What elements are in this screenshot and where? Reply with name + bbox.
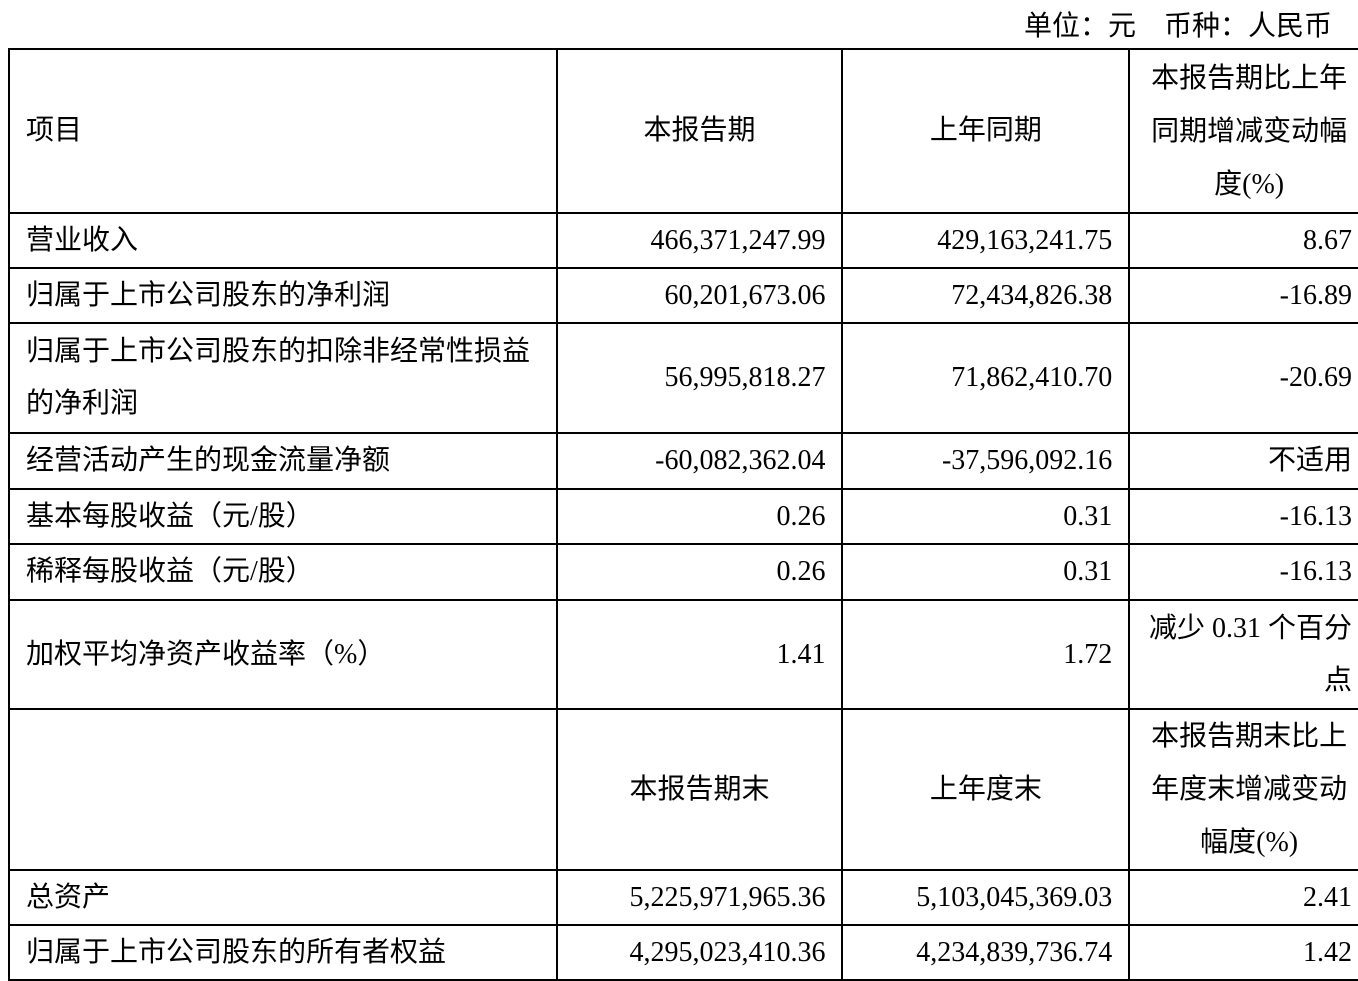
cell-change: -16.13 — [1128, 488, 1358, 545]
cell-change: 不适用 — [1128, 432, 1358, 490]
table-row: 经营活动产生的现金流量净额 -60,082,362.04 -37,596,092… — [8, 432, 1358, 490]
cell-change: 1.42 — [1128, 924, 1358, 981]
row-label: 总资产 — [8, 869, 558, 926]
cell-prior: 0.31 — [841, 543, 1131, 601]
row-label: 稀释每股收益（元/股） — [8, 543, 558, 601]
table-row: 营业收入 466,371,247.99 429,163,241.75 8.67 — [8, 212, 1358, 269]
cell-prior: 71,862,410.70 — [841, 322, 1131, 434]
cell-current: 60,201,673.06 — [555, 267, 844, 324]
row-label: 经营活动产生的现金流量净额 — [8, 432, 558, 490]
row-label: 归属于上市公司股东的净利润 — [8, 267, 558, 324]
row-label: 基本每股收益（元/股） — [8, 488, 558, 545]
header-current-period: 本报告期 — [555, 48, 844, 214]
financial-data-table: 项目 本报告期 上年同期 本报告期比上年同期增减变动幅度(%) 营业收入 466… — [8, 48, 1358, 981]
table-header-row: 项目 本报告期 上年同期 本报告期比上年同期增减变动幅度(%) — [8, 48, 1358, 214]
header-item-blank — [8, 708, 558, 871]
cell-current: 5,225,971,965.36 — [555, 869, 844, 926]
header-change-period-end: 本报告期末比上年度末增减变动幅度(%) — [1128, 708, 1358, 871]
cell-current: 56,995,818.27 — [555, 322, 844, 434]
cell-change: 8.67 — [1128, 212, 1358, 269]
cell-prior: 429,163,241.75 — [841, 212, 1131, 269]
cell-change: 减少 0.31 个百分点 — [1128, 599, 1358, 710]
cell-current: 0.26 — [555, 543, 844, 601]
cell-prior: 0.31 — [841, 488, 1131, 545]
cell-current: 1.41 — [555, 599, 844, 710]
table-row: 归属于上市公司股东的扣除非经常性损益的净利润 56,995,818.27 71,… — [8, 322, 1358, 434]
unit-currency-note: 单位：元 币种：人民币 — [1023, 11, 1332, 42]
cell-prior: 72,434,826.38 — [841, 267, 1131, 324]
header-change: 本报告期比上年同期增减变动幅度(%) — [1128, 48, 1358, 214]
cell-prior: 4,234,839,736.74 — [841, 924, 1131, 981]
cell-prior: 1.72 — [841, 599, 1131, 710]
table-row: 加权平均净资产收益率（%） 1.41 1.72 减少 0.31 个百分点 — [8, 599, 1358, 710]
cell-current: 0.26 — [555, 488, 844, 545]
header-prior-period: 上年同期 — [841, 48, 1131, 214]
cell-change: -16.89 — [1128, 267, 1358, 324]
table-header-row-period-end: 本报告期末 上年度末 本报告期末比上年度末增减变动幅度(%) — [8, 708, 1358, 871]
row-label: 归属于上市公司股东的扣除非经常性损益的净利润 — [8, 322, 558, 434]
row-label: 归属于上市公司股东的所有者权益 — [8, 924, 558, 981]
cell-change: -16.13 — [1128, 543, 1358, 601]
row-label: 加权平均净资产收益率（%） — [8, 599, 558, 710]
cell-change: 2.41 — [1128, 869, 1358, 926]
cell-current: -60,082,362.04 — [555, 432, 844, 490]
table-row: 总资产 5,225,971,965.36 5,103,045,369.03 2.… — [8, 869, 1358, 926]
header-item: 项目 — [8, 48, 558, 214]
table-row: 归属于上市公司股东的所有者权益 4,295,023,410.36 4,234,8… — [8, 924, 1358, 981]
table-row: 基本每股收益（元/股） 0.26 0.31 -16.13 — [8, 488, 1358, 545]
cell-current: 466,371,247.99 — [555, 212, 844, 269]
table-row: 归属于上市公司股东的净利润 60,201,673.06 72,434,826.3… — [8, 267, 1358, 324]
header-current-period-end: 本报告期末 — [555, 708, 844, 871]
cell-change: -20.69 — [1128, 322, 1358, 434]
row-label: 营业收入 — [8, 212, 558, 269]
cell-current: 4,295,023,410.36 — [555, 924, 844, 981]
table-row: 稀释每股收益（元/股） 0.26 0.31 -16.13 — [8, 543, 1358, 601]
cell-prior: 5,103,045,369.03 — [841, 869, 1131, 926]
header-prior-year-end: 上年度末 — [841, 708, 1131, 871]
cell-prior: -37,596,092.16 — [841, 432, 1131, 490]
